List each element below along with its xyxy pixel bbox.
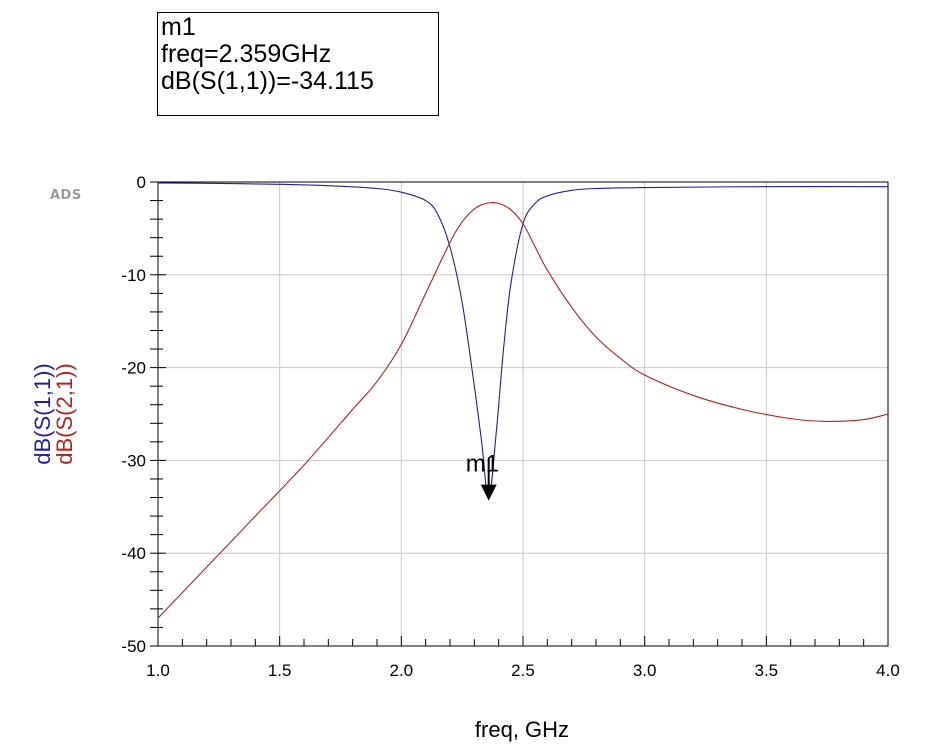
- x-axis-label: freq, GHz: [475, 717, 569, 742]
- x-tick-label: 4.0: [876, 661, 900, 680]
- marker-m1[interactable]: m1: [466, 451, 499, 501]
- ads-logo: ADS: [50, 188, 82, 203]
- tick-labels: 1.0 1.5 2.0 2.5 3.0 3.5 4.0 0 -10 -20 -30 -40 -50: [121, 173, 899, 680]
- marker-value-readout: dB(S(1,1))=-34.115: [161, 67, 374, 95]
- x-tick-label: 2.0: [390, 661, 414, 680]
- series-line-dB(S(2,1)): [157, 202, 889, 619]
- x-tick-label: 2.5: [511, 661, 535, 680]
- x-tick-label: 3.0: [633, 661, 657, 680]
- marker-name: m1: [161, 13, 196, 41]
- y-axis-labels: dB(S(1,1))dB(S(2,1)): [30, 363, 77, 464]
- y-axis-series-label: dB(S(2,1)): [52, 363, 77, 464]
- x-tick-label: 1.0: [146, 661, 170, 680]
- marker-arrow-icon[interactable]: [480, 484, 497, 501]
- y-axis-series-label: dB(S(1,1)): [30, 363, 55, 464]
- x-tick-label: 1.5: [268, 661, 292, 680]
- y-tick-label: -30: [121, 451, 146, 470]
- grid-lines: [158, 182, 888, 646]
- y-tick-label: -10: [121, 266, 146, 285]
- x-tick-label: 3.5: [755, 661, 779, 680]
- marker-freq-readout: freq=2.359GHz: [161, 40, 332, 68]
- minor-ticks: [150, 181, 889, 647]
- y-tick-label: -40: [121, 544, 146, 563]
- y-tick-label: -20: [121, 359, 146, 378]
- y-tick-label: -50: [121, 637, 146, 656]
- marker-label: m1: [466, 451, 499, 478]
- marker-readout-box: m1 freq=2.359GHz dB(S(1,1))=-34.115: [157, 12, 439, 116]
- y-tick-label: 0: [137, 173, 146, 192]
